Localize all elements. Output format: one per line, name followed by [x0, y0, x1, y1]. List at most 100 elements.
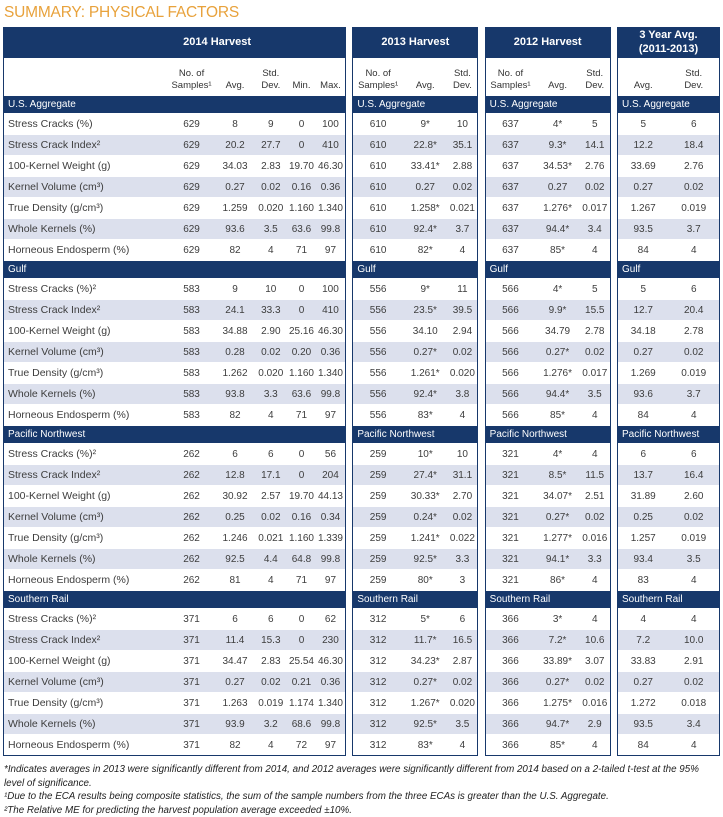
data-cell: 34.88 [222, 325, 248, 337]
data-cell: 0.27* [413, 676, 437, 688]
table-row: 637 1.276* 0.017 [485, 197, 610, 218]
data-cell: 312 [369, 634, 387, 646]
data-cell: 1.160 [288, 202, 314, 214]
data-cell: 2.88 [452, 160, 473, 172]
data-cell: 56 [324, 448, 337, 460]
data-cell: 46.30 [317, 325, 343, 337]
data-cell: 610 [369, 118, 387, 130]
data-cell: 0.20 [291, 346, 312, 358]
data-cell: 610 [369, 139, 387, 151]
table-row: Stress Crack Index² 583 24.1 33.3 0 410 [4, 299, 345, 320]
data-cell: 3.5 [455, 718, 470, 730]
data-cell: 0.27 [633, 181, 653, 193]
data-cell: 85* [550, 244, 566, 256]
table-row: 312 1.267* 0.020 [353, 692, 478, 713]
data-cell: 0 [298, 139, 305, 151]
data-cell: 371 [183, 613, 200, 625]
row-label: True Density (g/cm³) [8, 532, 104, 544]
data-cell: 12.2 [633, 139, 653, 151]
table-row: Stress Cracks (%) 629 8 9 0 100 [4, 113, 345, 134]
data-cell: 6 [690, 118, 697, 130]
column-header: Avg. [548, 79, 567, 91]
data-cell: 566 [502, 283, 519, 295]
data-cell: 0.02 [684, 511, 704, 523]
column-header-row: No. of Samples¹ Avg. Std. Dev. [353, 58, 478, 95]
data-cell: 2.83 [261, 160, 281, 172]
data-cell: 556 [369, 409, 387, 421]
table-row: Kernel Volume (cm³) 262 0.25 0.02 0.16 0.34 [4, 506, 345, 527]
table-row: 33.83 2.91 [617, 650, 719, 671]
table-row: Kernel Volume (cm³) 371 0.27 0.02 0.21 0.36 [4, 671, 345, 692]
table-row: 312 34.23* 2.87 [353, 650, 478, 671]
data-cell: 637 [502, 223, 519, 235]
data-cell: 0.021 [258, 532, 284, 544]
data-cell: 637 [502, 139, 519, 151]
table-row: 312 0.27* 0.02 [353, 671, 478, 692]
table-row: 0.25 0.02 [617, 506, 719, 527]
table-row: Whole Kernels (%) 371 93.9 3.2 68.6 99.8 [4, 713, 345, 734]
data-cell: 0 [298, 448, 305, 460]
data-cell: 556 [369, 367, 387, 379]
row-label: Stress Cracks (%)² [8, 283, 97, 295]
data-cell: 1.267 [630, 202, 656, 214]
row-label: Horneous Endosperm (%) [8, 244, 130, 256]
data-cell: 410 [322, 139, 339, 151]
harvest-table-2013: 2013 Harvest No. of Samples¹ Avg. Std. Dev.… [352, 27, 479, 756]
table-row: 93.4 3.5 [617, 548, 719, 569]
data-cell: 583 [183, 304, 200, 316]
data-cell: 6 [232, 448, 238, 460]
row-label: Horneous Endosperm (%) [8, 574, 130, 586]
data-cell: 0.27 [225, 676, 245, 688]
data-cell: 97 [324, 244, 337, 256]
data-cell: 637 [502, 202, 519, 214]
data-cell: 0.02 [585, 511, 605, 523]
table-row: 1.267 0.019 [617, 197, 719, 218]
data-cell: 2.90 [261, 325, 281, 337]
table-row: 0.27 0.02 [617, 671, 719, 692]
data-cell: 5 [640, 118, 647, 130]
data-cell: 11.7* [413, 634, 437, 646]
data-cell: 1.241* [410, 532, 440, 544]
data-cell: 2.78 [585, 325, 605, 337]
data-cell: 1.339 [317, 532, 343, 544]
table-row: 31.89 2.60 [617, 485, 719, 506]
data-cell: 262 [183, 532, 200, 544]
data-cell: 0.36 [320, 181, 341, 193]
data-cell: 0.36 [320, 346, 341, 358]
data-cell: 0.16 [291, 511, 312, 523]
data-cell: 83* [417, 739, 433, 751]
data-cell: 85* [550, 409, 566, 421]
data-cell: 2.57 [261, 490, 281, 502]
data-cell: 4* [552, 448, 563, 460]
data-cell: 1.275* [543, 697, 573, 709]
data-cell: 1.276* [543, 202, 573, 214]
data-cell: 2.78 [684, 325, 704, 337]
data-cell: 629 [183, 202, 200, 214]
data-cell: 27.7 [261, 139, 281, 151]
row-label: Kernel Volume (cm³) [8, 346, 104, 358]
data-cell: 556 [369, 304, 387, 316]
data-cell: 33.89* [543, 655, 573, 667]
data-cell: 321 [502, 490, 519, 502]
data-cell: 3.5 [263, 223, 278, 235]
data-cell: 46.30 [317, 160, 343, 172]
data-cell: 0.021 [449, 202, 475, 214]
table-row: 556 0.27* 0.02 [353, 341, 478, 362]
table-row: 1.269 0.019 [617, 362, 719, 383]
data-cell: 1.277* [543, 532, 573, 544]
data-cell: 99.8 [320, 388, 341, 400]
column-header-row: No. of Samples¹ Avg. Std. Dev. Min. Max. [4, 58, 345, 95]
data-cell: 629 [183, 244, 200, 256]
data-cell: 2.83 [261, 655, 281, 667]
column-header: Avg. [225, 79, 245, 91]
data-cell: 10.0 [684, 634, 704, 646]
data-cell: 4 [268, 739, 274, 751]
data-cell: 0.02 [452, 511, 473, 523]
table-row: Horneous Endosperm (%) 583 82 4 71 97 [4, 404, 345, 425]
data-cell: 366 [502, 718, 519, 730]
footnotes: *Indicates averages in 2013 were signifi… [3, 763, 720, 817]
section-header: Gulf [353, 260, 478, 278]
data-cell: 312 [369, 655, 387, 667]
data-cell: 12.7 [633, 304, 653, 316]
